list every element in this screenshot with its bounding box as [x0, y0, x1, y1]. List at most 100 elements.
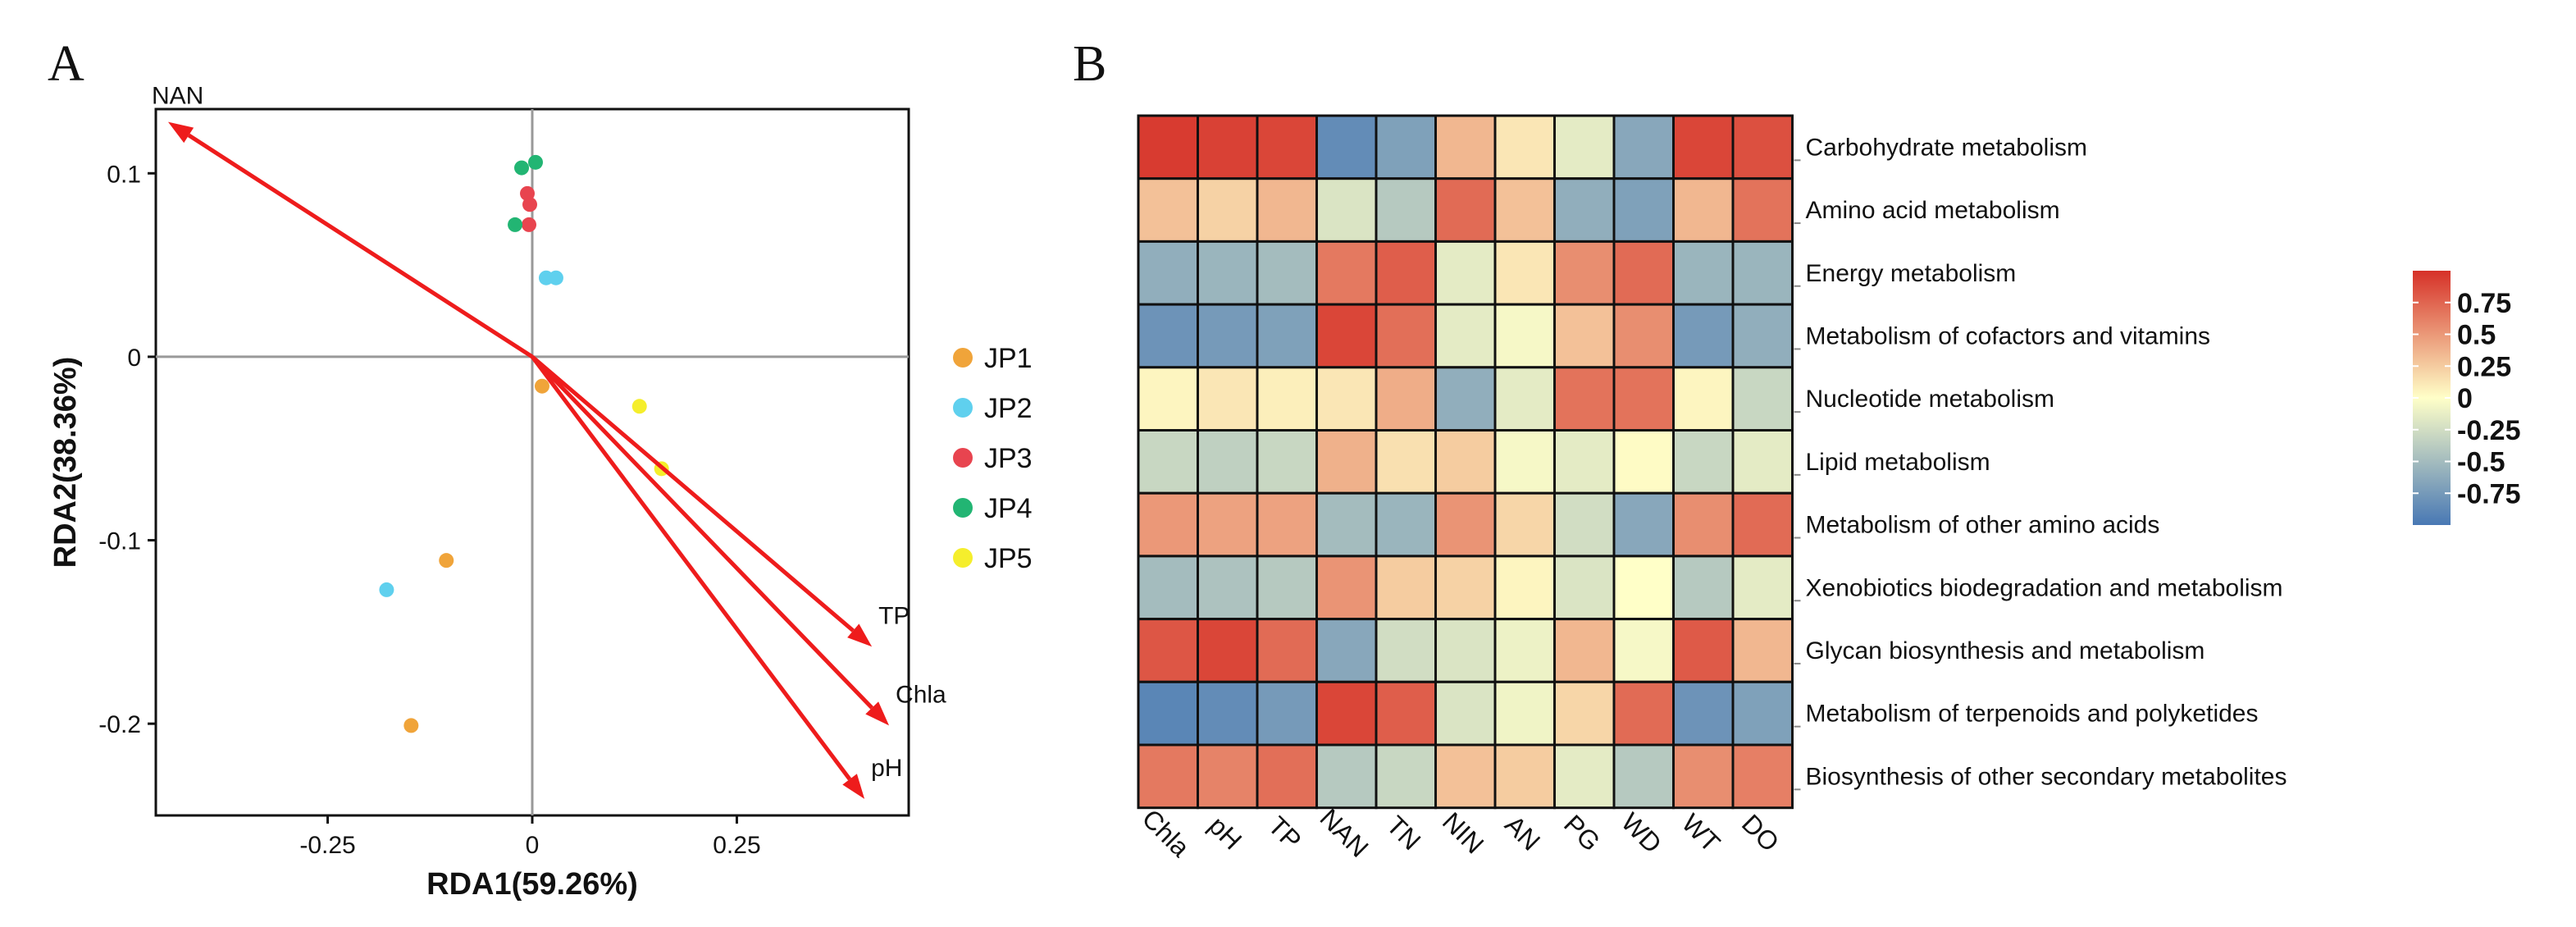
arrow-label: TP	[878, 602, 910, 629]
heatmap-cell	[1612, 680, 1675, 747]
heatmap-cell	[1315, 366, 1378, 432]
heatmap-cell	[1731, 680, 1794, 747]
heatmap-cell	[1375, 240, 1437, 306]
heatmap-cell	[1612, 491, 1675, 558]
row-label: Carbohydrate metabolism	[1806, 134, 2088, 161]
heatmap-cell	[1256, 366, 1318, 432]
rda-biplot-panel: A -0.25 0 0.25 0.1 0 -0.1 -0.2 NAN TP Chla pH RDA…	[48, 36, 1033, 902]
column-label: NAN	[1315, 803, 1375, 863]
x-tick-label: -0.25	[299, 832, 355, 859]
heatmap-cell	[1731, 177, 1794, 243]
heatmap-cell	[1434, 177, 1497, 243]
row-label: Biosynthesis of other secondary metaboli…	[1806, 763, 2287, 790]
sample-point-jp1	[534, 378, 549, 394]
heatmap-cell	[1375, 429, 1437, 495]
heatmap-cell	[1553, 366, 1616, 432]
row-label: Nucleotide metabolism	[1806, 386, 2054, 413]
heatmap-cell	[1434, 114, 1497, 180]
heatmap-cell	[1197, 680, 1259, 747]
x-tick-label: 0	[526, 832, 540, 859]
heatmap-cell	[1612, 303, 1675, 369]
heatmap-cell	[1672, 555, 1735, 621]
heatmap-cell	[1493, 680, 1556, 747]
colorbar-label: -0.75	[2457, 478, 2521, 509]
legend-label-jp3: JP3	[984, 443, 1033, 474]
heatmap-cell	[1137, 743, 1199, 810]
heatmap-cell	[1315, 303, 1378, 369]
heatmap-cell	[1256, 177, 1318, 243]
heatmap-cell	[1672, 429, 1735, 495]
heatmap-cell	[1197, 491, 1259, 558]
heatmap-cell	[1434, 491, 1497, 558]
column-label: DO	[1736, 809, 1785, 857]
row-label: Lipid metabolism	[1806, 449, 1990, 476]
heatmap-cell	[1672, 366, 1735, 432]
heatmap-cell	[1315, 555, 1378, 621]
heatmap-cell	[1731, 429, 1794, 495]
heatmap-cell	[1197, 114, 1259, 180]
arrow-shaft	[531, 355, 852, 781]
legend-swatch-jp2	[953, 398, 973, 418]
heatmap-cell	[1493, 177, 1556, 243]
heatmap-cell	[1315, 743, 1378, 810]
arrow-head	[847, 623, 873, 647]
arrow-shaft	[531, 355, 855, 632]
heatmap-cell	[1375, 177, 1437, 243]
legend-swatch-jp5	[953, 548, 973, 568]
legend-swatch-jp4	[953, 498, 973, 518]
heatmap-cell	[1612, 114, 1675, 180]
heatmap-cell	[1434, 618, 1497, 683]
y-axis-title: RDA2(38.36%)	[48, 357, 83, 569]
heatmap-cell	[1493, 240, 1556, 306]
heatmap-cell	[1197, 743, 1259, 810]
column-label: PG	[1558, 809, 1606, 856]
heatmap-cell	[1137, 491, 1199, 558]
heatmap-cell	[1553, 240, 1616, 306]
column-labels: Chla pH TP NAN TN NIN AN PG WD WT DO	[1137, 803, 1785, 863]
heatmap-cell	[1612, 366, 1675, 432]
heatmap-cell	[1137, 366, 1199, 432]
heatmap-cell	[1731, 240, 1794, 306]
colorbar-label: 0	[2457, 383, 2473, 414]
row-label: Glycan biosynthesis and metabolism	[1806, 637, 2205, 664]
column-label: TN	[1381, 811, 1427, 856]
panel-label-b: B	[1073, 36, 1106, 92]
heatmap-cell	[1493, 114, 1556, 180]
heatmap-cell	[1137, 555, 1199, 621]
heatmap-cell	[1553, 618, 1616, 683]
column-label: TP	[1262, 811, 1306, 855]
heatmap-cell	[1197, 555, 1259, 621]
x-tick-label: 0.25	[713, 832, 760, 859]
heatmap-cell	[1315, 618, 1378, 683]
legend: JP1 JP2 JP3 JP4 JP5	[953, 343, 1033, 574]
heatmap-cell	[1375, 618, 1437, 683]
heatmap-cell	[1315, 491, 1378, 558]
heatmap-cell	[1197, 240, 1259, 306]
heatmap-cell	[1256, 680, 1318, 747]
sample-point-jp4	[514, 160, 530, 176]
heatmap-cell	[1672, 618, 1735, 683]
heatmap-cell	[1137, 114, 1199, 180]
colorbar-label: 0.75	[2457, 288, 2511, 319]
sample-point-jp5	[631, 399, 647, 414]
heatmap-cell	[1197, 366, 1259, 432]
heatmap-cell	[1315, 429, 1378, 495]
heatmap-cell	[1137, 240, 1199, 306]
column-label: AN	[1499, 810, 1546, 856]
heatmap-cell	[1493, 555, 1556, 621]
heatmap-cell	[1553, 429, 1616, 495]
heatmap-cell	[1612, 743, 1675, 810]
legend-swatch-jp3	[953, 448, 973, 468]
sample-point-jp4	[508, 217, 523, 232]
arrow-nan: NAN	[152, 83, 534, 359]
row-label: Metabolism of terpenoids and polyketides	[1806, 701, 2259, 728]
heatmap-cell	[1731, 366, 1794, 432]
heatmap-cell	[1493, 303, 1556, 369]
arrow-ph: pH	[531, 355, 902, 799]
heatmap-cell	[1672, 240, 1735, 306]
heatmap-cell	[1731, 618, 1794, 683]
heatmap-cell	[1256, 240, 1318, 306]
arrow-shaft	[187, 133, 534, 359]
legend-swatch-jp1	[953, 348, 973, 368]
